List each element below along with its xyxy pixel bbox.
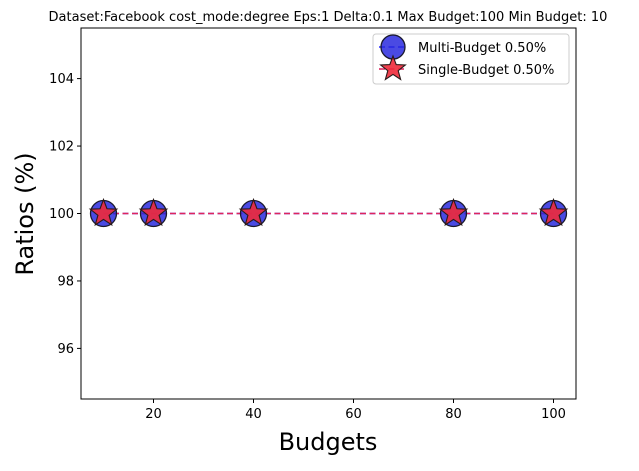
y-tick-label: 98 — [57, 274, 74, 289]
chart-title: Dataset:Facebook cost_mode:degree Eps:1 … — [49, 10, 608, 25]
star-point — [138, 197, 169, 227]
x-tick-label: 40 — [245, 407, 262, 422]
star-point — [538, 197, 569, 227]
y-tick-label: 102 — [49, 140, 74, 155]
star-point — [438, 197, 469, 227]
y-axis-label: Ratios (%) — [11, 152, 39, 275]
star-point — [238, 197, 269, 227]
y-tick-label: 100 — [49, 207, 74, 222]
legend-box — [372, 33, 570, 85]
star-point — [88, 197, 119, 227]
y-tick-label: 96 — [57, 342, 74, 357]
legend: Multi-Budget 0.50% Single-Budget 0.50% — [372, 33, 570, 85]
legend-marker — [379, 54, 407, 81]
y-axis: 96 98 100 102 104 — [49, 72, 81, 357]
x-axis: 20 40 60 80 100 — [145, 399, 566, 422]
x-tick-label: 80 — [445, 407, 462, 422]
plot-area — [80, 27, 577, 400]
legend-label: Multi-Budget 0.50% — [418, 41, 546, 56]
y-tick-label: 104 — [49, 72, 74, 87]
x-tick-label: 60 — [345, 407, 362, 422]
x-tick-label: 20 — [145, 407, 162, 422]
legend-label: Single-Budget 0.50% — [418, 63, 554, 78]
x-axis-label: Budgets — [279, 428, 378, 456]
x-tick-label: 100 — [541, 407, 566, 422]
